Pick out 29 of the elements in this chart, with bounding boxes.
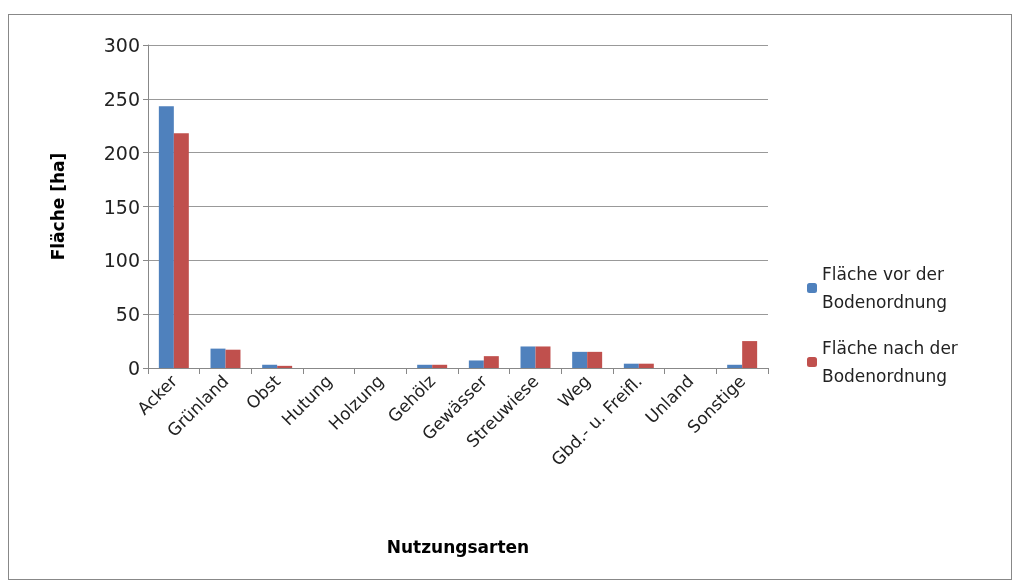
bar [623,363,639,368]
bar [727,364,743,368]
bar [587,351,603,368]
bar [572,351,588,368]
y-axis-title: Fläche [ha] [47,152,68,261]
bar [520,346,536,368]
y-tick-label: 250 [103,87,140,110]
bar [535,346,551,368]
bar [742,341,758,368]
bar [210,348,226,368]
bar [417,364,433,368]
legend-label: Fläche nach der Bodenordnung [822,338,964,386]
bar [432,364,448,368]
y-tick-label: 0 [127,357,140,379]
y-tick-label: 100 [103,249,140,272]
x-axis-title: Nutzungsarten [386,536,530,557]
y-tick-label: 150 [103,195,140,218]
bar [468,360,484,368]
y-tick-label: 50 [115,303,140,326]
bar [638,363,654,368]
bar [483,356,499,368]
y-tick-label: 200 [103,141,140,164]
bar [262,364,278,368]
bar [225,349,241,368]
bar [277,365,293,368]
y-tick-label: 300 [103,34,140,56]
bar [158,106,174,368]
legend-label: Fläche vor der Bodenordnung [822,264,950,312]
bar [173,133,189,368]
